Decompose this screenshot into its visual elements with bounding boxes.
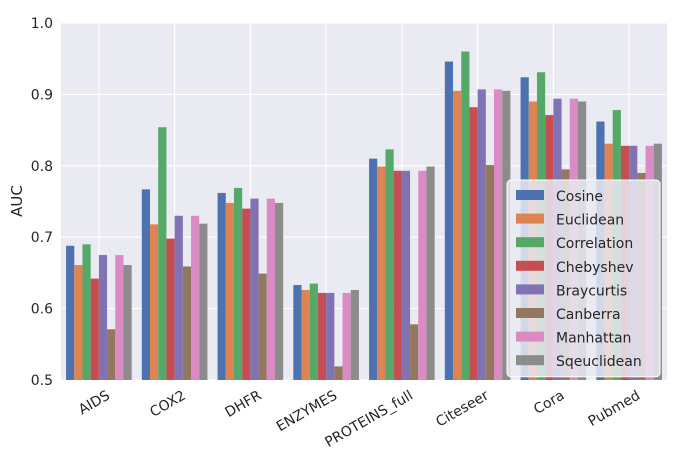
- bar-canberra-proteins_full: [410, 324, 419, 380]
- bar-correlation-aids: [82, 244, 91, 380]
- bar-manhattan-citeseer: [494, 89, 503, 380]
- bar-manhattan-aids: [115, 255, 124, 380]
- bar-braycurtis-proteins_full: [401, 170, 411, 380]
- bar-euclidean-proteins_full: [377, 166, 386, 380]
- legend-box: [506, 179, 661, 378]
- bar-manhattan-enzymes: [342, 292, 351, 380]
- legend-swatch: [516, 331, 544, 342]
- bar-sqeuclidean-citeseer: [502, 90, 511, 380]
- y-tick-label: 1.0: [31, 16, 53, 32]
- bar-cosine-citeseer: [444, 61, 454, 380]
- legend-entry: Chebyshev: [556, 260, 634, 276]
- bar-cosine-aids: [66, 245, 75, 380]
- bar-manhattan-dhfr: [266, 198, 275, 380]
- y-tick-label: 0.6: [31, 302, 53, 318]
- bar-cosine-proteins_full: [369, 158, 378, 380]
- x-tick-label: AIDS: [76, 388, 113, 419]
- y-tick-label: 0.8: [31, 159, 53, 175]
- bar-chebyshev-dhfr: [242, 208, 251, 380]
- legend-swatch: [516, 190, 544, 200]
- bar-correlation-enzymes: [309, 283, 318, 380]
- legend-swatch: [516, 284, 544, 295]
- x-tick-label: DHFR: [223, 387, 265, 421]
- legend-entry: Correlation: [556, 236, 633, 252]
- legend-swatch: [516, 237, 544, 248]
- y-axis-label: AUC: [8, 185, 26, 217]
- legend-entry: Manhattan: [556, 331, 631, 347]
- bar-braycurtis-aids: [98, 255, 108, 380]
- bar-chebyshev-citeseer: [469, 107, 478, 380]
- bar-canberra-aids: [107, 329, 116, 380]
- bar-canberra-citeseer: [485, 165, 495, 380]
- bar-chebyshev-aids: [90, 278, 99, 380]
- bar-correlation-cox2: [158, 127, 167, 380]
- x-tick-label: ENZYMES: [274, 388, 340, 436]
- bar-chebyshev-enzymes: [317, 292, 327, 380]
- bar-sqeuclidean-aids: [123, 265, 132, 380]
- bar-manhattan-cox2: [191, 215, 200, 380]
- bar-canberra-dhfr: [258, 273, 267, 380]
- x-tick-label: Citeseer: [433, 387, 491, 430]
- bar-euclidean-enzymes: [301, 290, 310, 380]
- legend-entry: Euclidean: [556, 213, 624, 229]
- bar-euclidean-cox2: [150, 224, 159, 380]
- legend: Cosine Euclidean Correlation Chebyshev Brayc…: [506, 179, 661, 378]
- bar-sqeuclidean-proteins_full: [426, 166, 435, 380]
- bar-euclidean-citeseer: [453, 90, 462, 380]
- bar-canberra-enzymes: [334, 366, 343, 380]
- legend-swatch: [516, 355, 544, 366]
- legend-swatch: [516, 260, 544, 271]
- legend-entry: Braycurtis: [556, 283, 627, 299]
- y-tick-label: 0.7: [31, 230, 53, 246]
- legend-entry: Canberra: [556, 307, 621, 323]
- y-axis-ticks: 0.5 0.6 0.7 0.8 0.9 1.0: [31, 16, 53, 389]
- bar-correlation-citeseer: [461, 51, 470, 381]
- bar-braycurtis-cox2: [174, 215, 183, 380]
- x-tick-label: Pubmed: [586, 388, 643, 430]
- legend-entry: Cosine: [556, 189, 603, 205]
- bar-manhattan-proteins_full: [418, 170, 427, 380]
- bar-sqeuclidean-dhfr: [274, 202, 284, 380]
- bar-cosine-cox2: [141, 189, 151, 380]
- y-tick-label: 0.9: [31, 87, 53, 103]
- bar-chebyshev-proteins_full: [393, 170, 402, 380]
- bar-chebyshev-cox2: [166, 238, 175, 380]
- legend-swatch: [516, 213, 544, 224]
- bar-braycurtis-dhfr: [250, 198, 259, 380]
- x-tick-label: Cora: [531, 388, 567, 418]
- bar-braycurtis-citeseer: [477, 89, 486, 380]
- bar-canberra-cox2: [182, 266, 192, 380]
- legend-swatch: [516, 308, 544, 318]
- bar-cosine-enzymes: [293, 285, 302, 380]
- bar-sqeuclidean-enzymes: [350, 290, 359, 380]
- bar-correlation-proteins_full: [385, 149, 394, 380]
- bar-braycurtis-enzymes: [326, 292, 335, 380]
- bar-euclidean-aids: [74, 265, 83, 380]
- legend-entry: Sqeuclidean: [556, 354, 642, 370]
- bar-sqeuclidean-cox2: [199, 223, 208, 380]
- y-tick-label: 0.5: [31, 373, 53, 389]
- x-tick-label: COX2: [147, 388, 188, 421]
- bar-cosine-dhfr: [217, 192, 226, 380]
- bar-euclidean-dhfr: [225, 202, 234, 380]
- bar-correlation-dhfr: [233, 187, 243, 380]
